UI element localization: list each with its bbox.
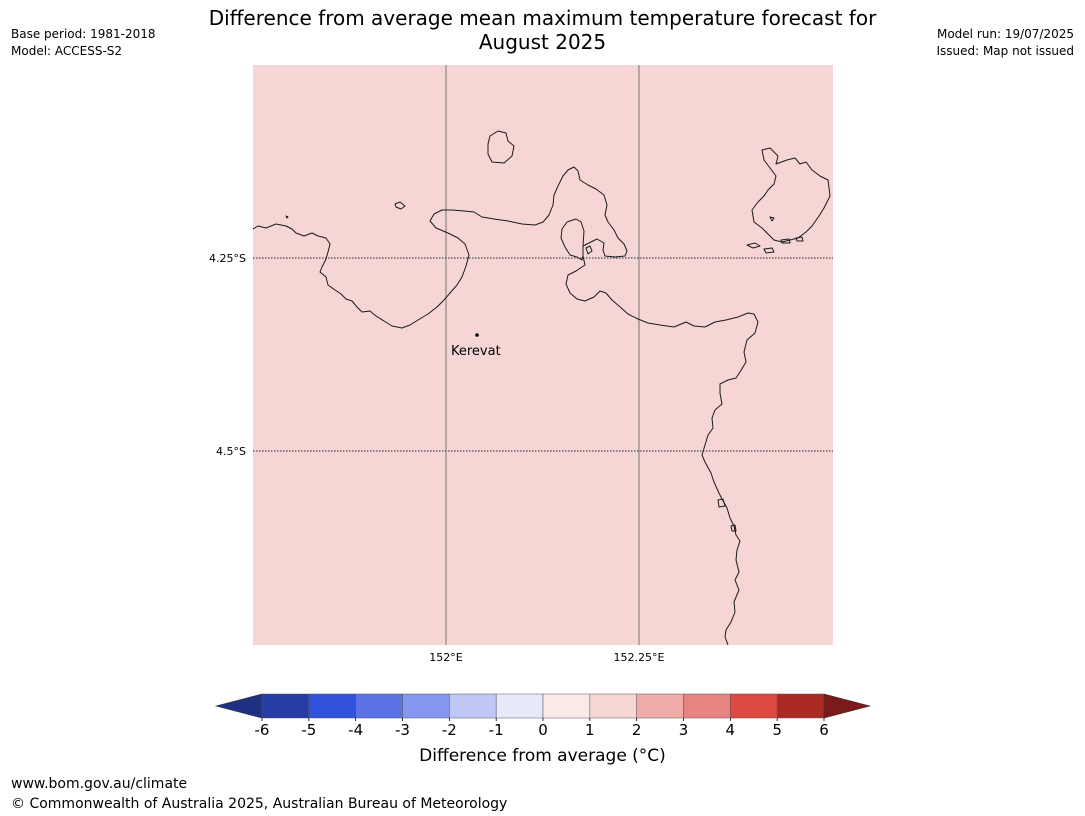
footer-copyright: © Commonwealth of Australia 2025, Austra… <box>11 796 508 812</box>
coastline-island-north <box>487 130 515 164</box>
footer-url[interactable]: www.bom.gov.au/climate <box>11 776 188 792</box>
map-title: Difference from average mean maximum tem… <box>170 6 915 54</box>
colorbar-tick-label: 3 <box>679 721 689 739</box>
lat-label-4-25s: 4.25°S <box>209 252 246 265</box>
lat-label-4-5s: 4.5°S <box>216 445 246 458</box>
colorbar-segment <box>261 693 310 719</box>
colorbar-tick-label: 4 <box>726 721 736 739</box>
base-period-text: Base period: 1981-2018 <box>11 27 156 41</box>
title-line-1: Difference from average mean maximum tem… <box>208 6 877 30</box>
colorbar-tick-label: 1 <box>585 721 595 739</box>
footer: www.bom.gov.au/climate © Commonwealth of… <box>11 774 507 814</box>
colorbar-over-arrow <box>823 693 872 719</box>
model-run-text: Model run: 19/07/2025 <box>936 27 1074 41</box>
coastline-islet-9 <box>717 498 726 508</box>
coastline-islet-8 <box>769 216 775 222</box>
coastline-islet-6 <box>780 238 791 244</box>
colorbar-tick-label: -5 <box>301 721 316 739</box>
coastline-islet-7 <box>795 236 804 242</box>
map-panel[interactable] <box>253 65 833 645</box>
kerevat-marker <box>475 333 479 337</box>
colorbar-tick-label: -1 <box>489 721 504 739</box>
colorbar-tick-label: 2 <box>632 721 642 739</box>
colorbar: -6 -5 -4 -3 -2 -1 0 1 2 3 4 5 6 <box>214 693 872 739</box>
colorbar-segment <box>402 693 450 719</box>
colorbar-segment <box>683 693 731 719</box>
colorbar-tick-label: 0 <box>538 721 548 739</box>
colorbar-segment <box>776 693 825 719</box>
colorbar-segment <box>308 693 356 719</box>
coastline-islet-3 <box>585 245 593 255</box>
colorbar-tick-label: -3 <box>395 721 410 739</box>
lon-label-152-25e: 152.25°E <box>614 651 665 664</box>
coastline-islet-10 <box>730 524 737 532</box>
coastline-islet-4 <box>746 242 761 249</box>
colorbar-segment <box>355 693 403 719</box>
model-text: Model: ACCESS-S2 <box>11 44 123 58</box>
colorbar-label: Difference from average (°C) <box>419 746 666 766</box>
title-line-2: August 2025 <box>478 30 607 54</box>
issued-text: Issued: Map not issued <box>936 44 1074 58</box>
meta-right: Model run: 19/07/2025 Issued: Map not is… <box>936 26 1074 60</box>
coastline-islet-5 <box>763 247 775 254</box>
colorbar-tick-label: -6 <box>255 721 270 739</box>
colorbar-tick-label: 5 <box>772 721 782 739</box>
lon-label-152e: 152°E <box>429 651 462 664</box>
colorbar-segment <box>636 693 684 719</box>
kerevat-label: Kerevat <box>451 344 501 359</box>
colorbar-tick-label: 6 <box>819 721 829 739</box>
coastline-duke-of-york <box>751 147 831 243</box>
colorbar-under-arrow <box>214 693 263 719</box>
colorbar-tick-label: -2 <box>442 721 457 739</box>
colorbar-segment <box>589 693 637 719</box>
colorbar-segment <box>730 693 778 719</box>
colorbar-segment <box>495 693 544 719</box>
coastline-islet-1 <box>394 201 406 210</box>
colorbar-segment <box>449 693 497 719</box>
meta-left: Base period: 1981-2018 Model: ACCESS-S2 <box>11 26 156 60</box>
coastline-islet-2 <box>285 215 289 219</box>
colorbar-segment <box>542 693 591 719</box>
colorbar-tick-label: -4 <box>348 721 363 739</box>
coastline-west <box>252 166 759 646</box>
